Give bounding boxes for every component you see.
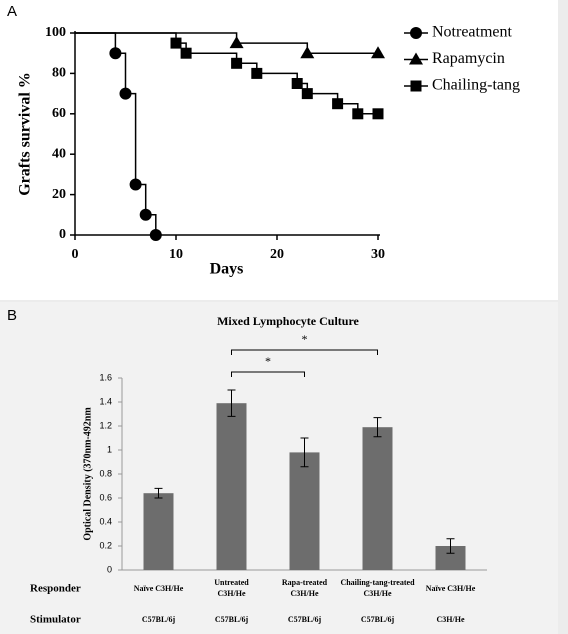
panel-label: B [7, 307, 17, 324]
chart-title: Mixed Lymphocyte Culture [217, 314, 359, 328]
marker [109, 47, 122, 60]
legend-label: Notreatment [432, 24, 513, 41]
significance-bracket [231, 371, 305, 377]
x-tick-label: 30 [371, 247, 385, 262]
stimulator-label: C57BL/6j [361, 615, 395, 624]
stimulator-label: C57BL/6j [288, 615, 322, 624]
y-tick-label: 1.6 [99, 372, 112, 382]
y-tick-label: 40 [52, 146, 66, 161]
significance-bracket [231, 349, 378, 355]
marker [229, 36, 244, 49]
bar [143, 493, 174, 570]
error-bar [373, 417, 382, 438]
error-bar [300, 437, 309, 468]
marker [139, 208, 152, 221]
row-label: Stimulator [30, 614, 81, 626]
marker [300, 46, 315, 59]
responder-label: C3H/He [364, 589, 392, 598]
y-tick-label: 1.4 [99, 396, 112, 406]
y-tick-label: 0 [107, 564, 112, 574]
marker [170, 37, 182, 49]
marker [372, 108, 384, 120]
marker [410, 27, 422, 39]
marker [409, 52, 423, 65]
y-tick-label: 0 [59, 227, 66, 242]
error-bar [446, 538, 455, 554]
marker [149, 229, 162, 241]
marker [119, 87, 132, 100]
error-bar [154, 487, 163, 499]
x-tick-label: 0 [72, 247, 79, 262]
survival-line [75, 32, 378, 54]
bar [289, 452, 320, 570]
marker [410, 80, 422, 92]
panel-a-background [0, 0, 558, 300]
responder-label: Chailing-tang-treated [340, 578, 415, 587]
marker [231, 57, 243, 69]
panel-label: A [7, 3, 17, 20]
stimulator-label: C57BL/6j [142, 615, 176, 624]
marker [301, 88, 313, 100]
responder-label: Naïve C3H/He [426, 584, 476, 593]
y-tick-label: 60 [52, 106, 66, 121]
significance-label: * [265, 354, 271, 368]
error-bar [227, 389, 236, 417]
legend-label: Chailing-tang [432, 77, 520, 94]
y-tick-label: 100 [45, 25, 66, 40]
x-axis-label: Days [210, 261, 244, 278]
x-tick-label: 10 [169, 247, 183, 262]
marker [251, 67, 263, 79]
marker [332, 98, 344, 110]
marker [352, 108, 364, 120]
responder-label: C3H/He [291, 589, 319, 598]
marker [291, 78, 303, 89]
y-axis-label: Optical Density (370nm-492nm [82, 407, 93, 541]
x-tick-label: 20 [270, 247, 284, 262]
y-tick-label: 1.2 [99, 420, 112, 430]
responder-label: Untreated [214, 578, 249, 587]
responder-label: Naïve C3H/He [134, 584, 184, 593]
significance-label: * [302, 332, 308, 346]
responder-label: C3H/He [218, 589, 246, 598]
panel-b-background [0, 302, 558, 634]
marker [180, 47, 192, 59]
legend-label: Rapamycin [432, 50, 505, 67]
stimulator-label: C3H/He [437, 615, 465, 624]
y-tick-label: 1 [107, 444, 112, 454]
y-tick-label: 0.6 [99, 492, 112, 502]
y-tick-label: 20 [52, 187, 66, 202]
marker [129, 178, 142, 191]
y-tick-label: 0.4 [99, 516, 112, 526]
y-tick-label: 0.8 [99, 468, 112, 478]
responder-label: Rapa-treated [282, 578, 328, 587]
row-label: Responder [30, 583, 81, 595]
stimulator-label: C57BL/6j [215, 615, 249, 624]
y-tick-label: 0.2 [99, 540, 112, 550]
bar [216, 403, 247, 570]
marker [371, 46, 385, 59]
y-tick-label: 80 [52, 66, 66, 81]
y-axis-label: Grafts survival % [17, 72, 34, 196]
bar [362, 427, 393, 570]
